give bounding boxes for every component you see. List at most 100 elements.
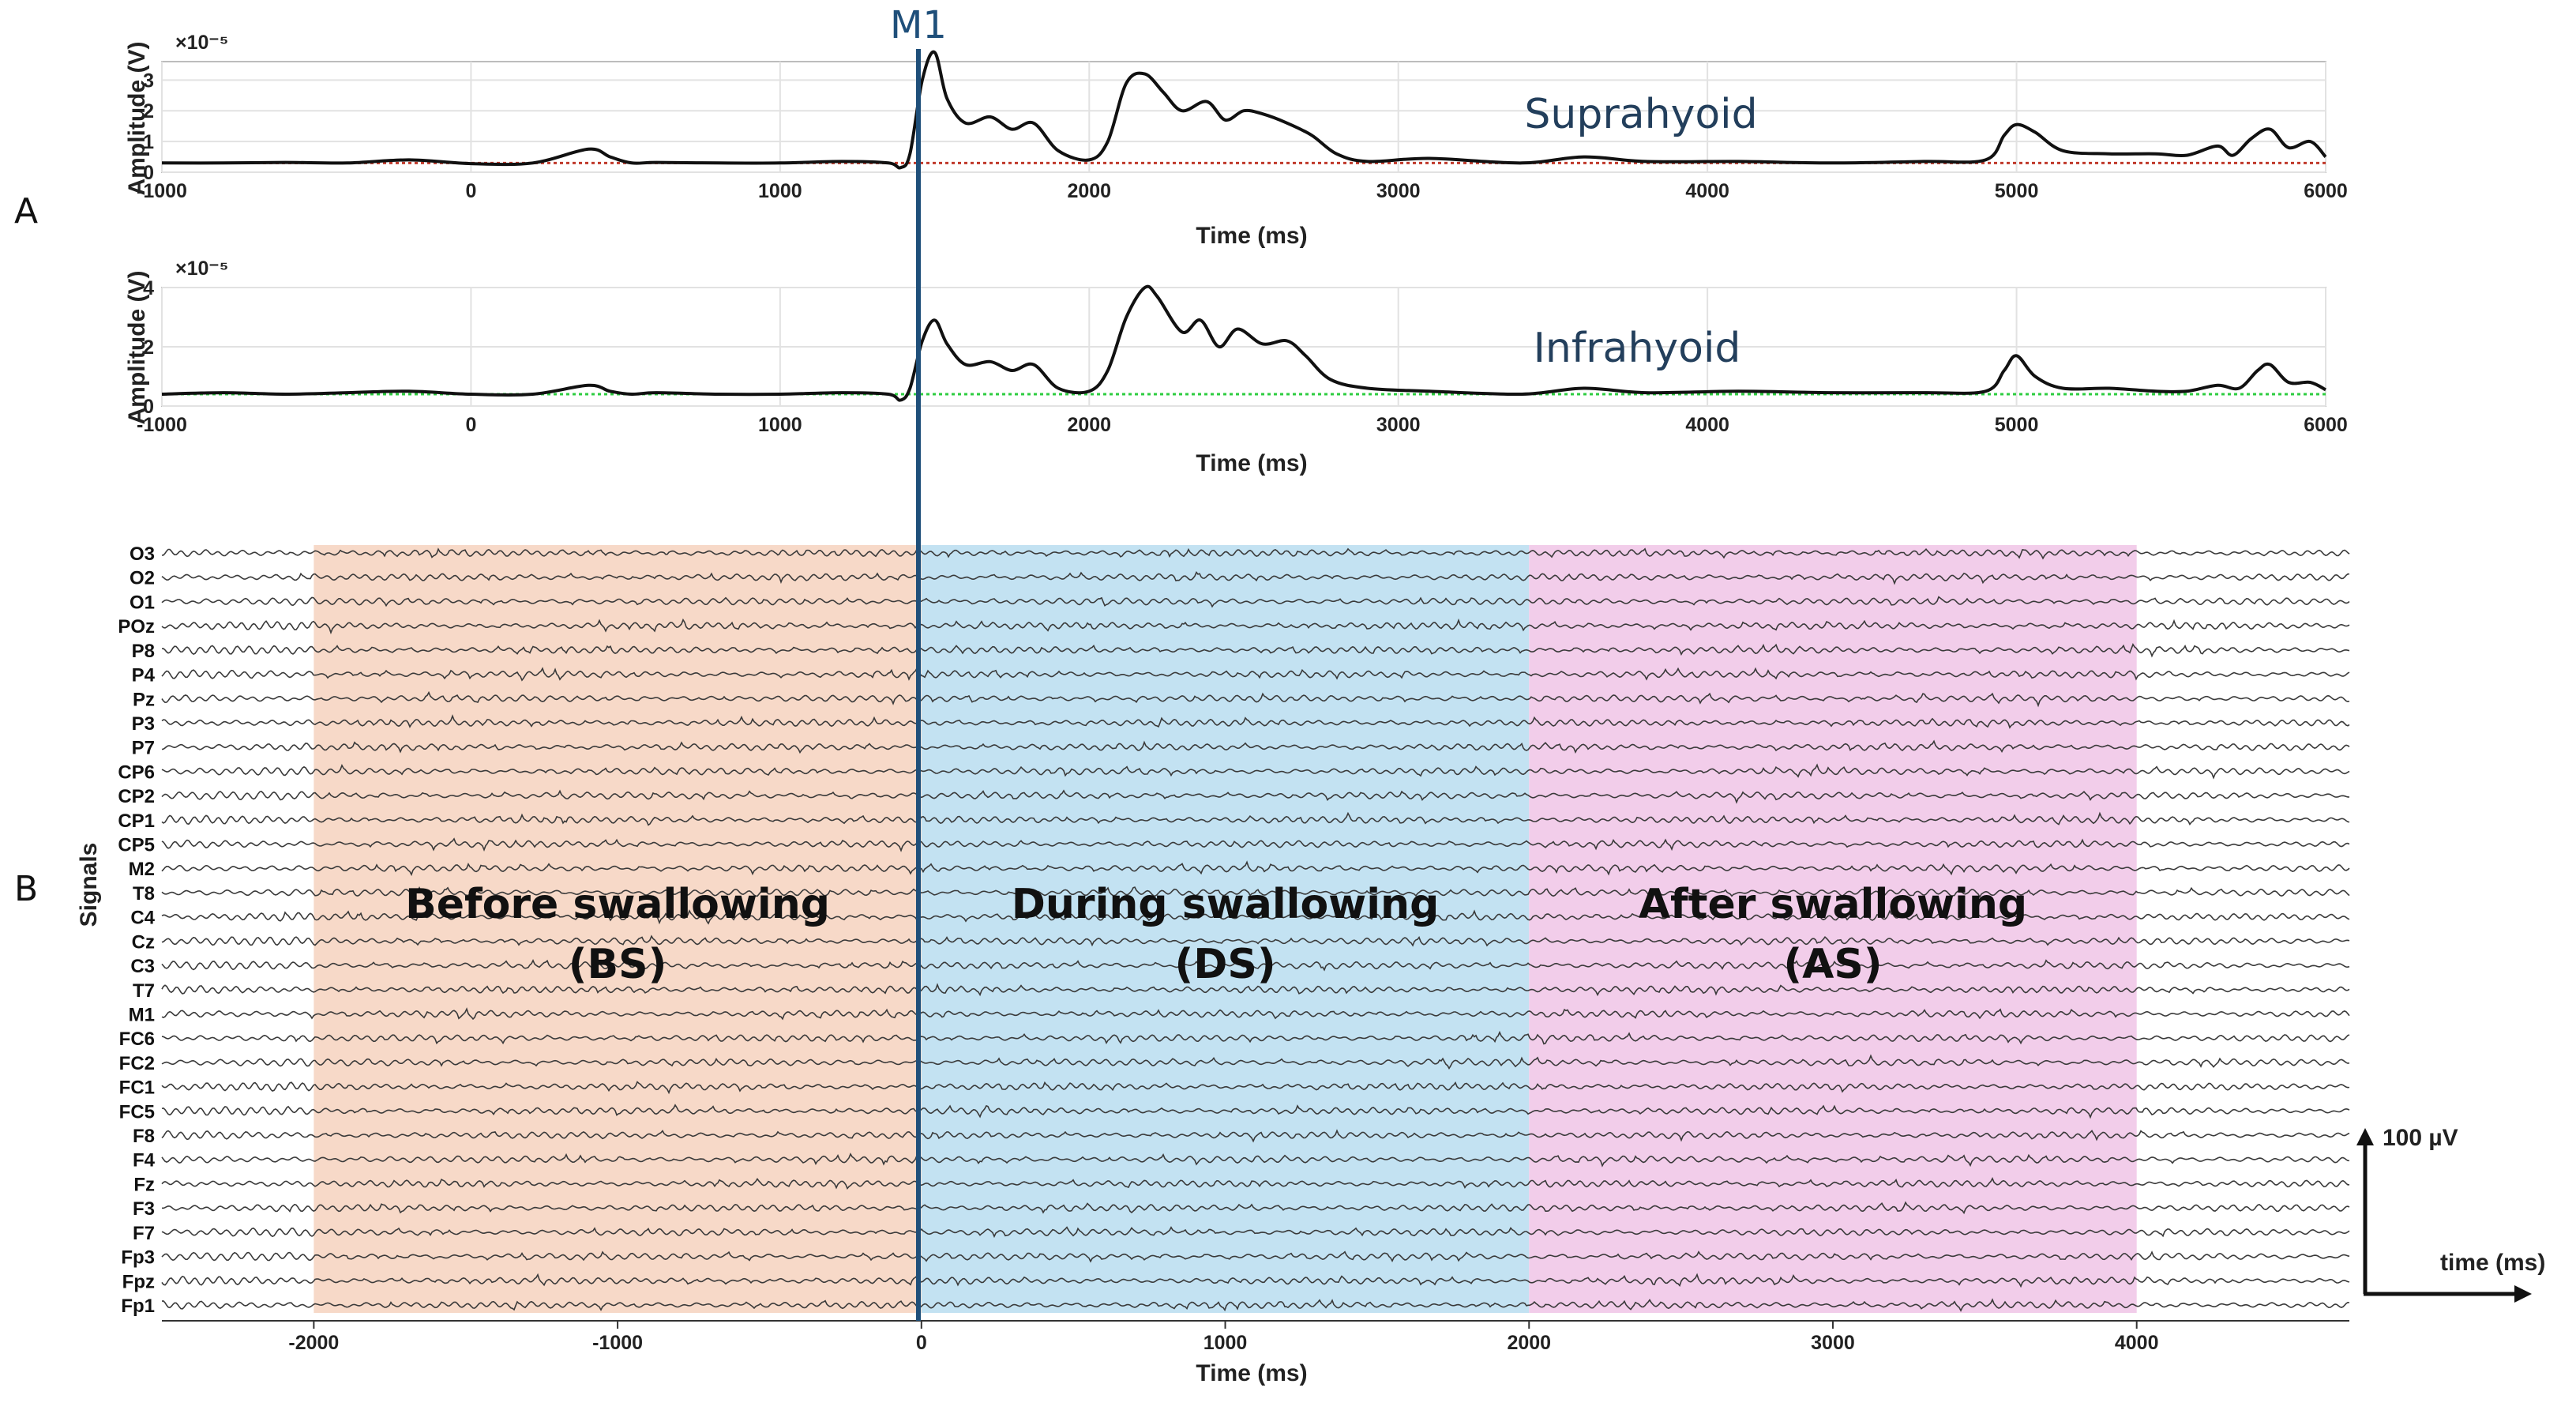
y-tick-label: 3 — [143, 70, 154, 92]
channel-label: Fp3 — [121, 1247, 155, 1269]
channel-label: O1 — [130, 592, 155, 613]
x-tick-label: 3000 — [1376, 414, 1421, 436]
grid — [161, 287, 2326, 407]
eeg-trace — [161, 1273, 2350, 1288]
channel-label: POz — [118, 616, 155, 637]
eeg-trace — [161, 1007, 2350, 1021]
x-tick-label: -2000 — [288, 1332, 339, 1354]
eeg-trace — [161, 763, 2350, 780]
x-tick-label: 2000 — [1067, 180, 1111, 202]
channel-label: C4 — [130, 908, 155, 929]
eeg-traces — [161, 547, 2350, 1312]
eeg-trace — [161, 935, 2350, 947]
y-axis-label: Amplitude (V) — [124, 42, 150, 196]
y-axis-label: Amplitude (V) — [124, 271, 150, 425]
channel-label: Fpz — [122, 1271, 155, 1292]
eeg-trace — [161, 959, 2350, 972]
plot-frame — [161, 61, 2326, 173]
y-axis-label: Signals — [76, 843, 102, 927]
eeg-trace — [161, 1201, 2350, 1215]
x-ticks: -1000 0 1000 2000 3000 4000 5000 6000 — [137, 180, 2348, 202]
phase-region — [921, 545, 1530, 1313]
channel-label: CP2 — [118, 786, 155, 807]
x-ticks: -2000 -1000 0 1000 2000 3000 4000 — [288, 1321, 2159, 1354]
eeg-trace — [161, 1298, 2350, 1312]
eeg-trace — [161, 909, 2350, 925]
eeg-trace — [161, 837, 2350, 852]
caption-strip — [0, 0, 2576, 8]
phase-region — [1529, 545, 2137, 1313]
x-tick-label: 5000 — [1995, 180, 2039, 202]
x-tick-label: -1000 — [137, 414, 187, 436]
eeg-trace — [161, 789, 2349, 804]
eeg-trace — [161, 1177, 2349, 1190]
channel-label: FC2 — [119, 1053, 155, 1074]
x-tick-label: 4000 — [1685, 414, 1729, 436]
y-tick-label: 2 — [143, 337, 154, 359]
channel-label: T7 — [133, 980, 155, 1002]
eeg-trace — [162, 643, 2350, 658]
x-tick-label: -1000 — [137, 180, 187, 202]
channel-label: P7 — [132, 738, 155, 759]
y-tick-label: 4 — [143, 277, 154, 299]
channel-label: FC1 — [119, 1077, 155, 1099]
eeg-trace — [161, 1250, 2350, 1263]
x-axis-label: Time (ms) — [1196, 223, 1307, 249]
y-tick-label: 0 — [143, 162, 154, 184]
channel-label: CP5 — [118, 835, 155, 856]
eeg-trace — [161, 547, 2350, 560]
y-tick-label: 0 — [143, 396, 154, 418]
y-ticks: 0 2 4 — [143, 277, 154, 418]
channel-label: C3 — [130, 956, 155, 977]
eeg-trace — [161, 739, 2350, 754]
muscle-label: Infrahyoid — [1534, 325, 1741, 372]
channel-label: FC5 — [119, 1101, 155, 1123]
eeg-trace — [161, 1153, 2350, 1168]
channel-label: CP1 — [118, 810, 155, 832]
phase-abbr: (AS) — [1783, 941, 1882, 988]
channel-label: T8 — [133, 883, 155, 904]
eeg-trace — [161, 983, 2350, 997]
channel-label: FC6 — [119, 1029, 155, 1050]
x-tick-label: 4000 — [1685, 180, 1729, 202]
y-exponent: ×10⁻⁵ — [175, 32, 228, 54]
channel-label: O2 — [130, 568, 155, 589]
phase-name: Before swallowing — [405, 881, 830, 928]
eeg-trace — [161, 860, 2350, 877]
eeg-trace — [161, 667, 2350, 682]
panel-label-b: B — [14, 869, 38, 909]
channel-label: Fz — [133, 1174, 155, 1195]
x-tick-label: 0 — [465, 414, 476, 436]
phase-shading — [314, 545, 2137, 1313]
panel-label-a: A — [14, 191, 38, 231]
channel-label: CP6 — [118, 762, 155, 783]
phase-region — [314, 545, 922, 1313]
eeg-trace — [161, 886, 2350, 899]
eeg-trace — [161, 1104, 2350, 1119]
channel-label: O3 — [130, 543, 155, 565]
channel-label: F8 — [133, 1126, 155, 1147]
y-tick-label: 1 — [143, 131, 154, 153]
x-tick-label: -1000 — [592, 1332, 643, 1354]
y-tick-label: 2 — [143, 100, 154, 122]
x-tick-label: 0 — [916, 1332, 927, 1354]
eeg-trace — [161, 1030, 2350, 1045]
y-exponent: ×10⁻⁵ — [175, 258, 228, 280]
channel-label: Pz — [133, 689, 155, 710]
phase-abbr: (DS) — [1174, 941, 1275, 988]
channel-label: Cz — [132, 931, 155, 953]
x-axis-label: Time (ms) — [1196, 450, 1307, 476]
scale-amplitude-label: 100 µV — [2383, 1125, 2458, 1151]
x-tick-label: 3000 — [1376, 180, 1421, 202]
emg-panel-infrahyoid: 024 -1000 0 1000 2000 3000 4000 5000 6000 Time … — [124, 258, 2348, 476]
infrahyoid-trace — [161, 284, 2326, 402]
eeg-trace — [161, 1081, 2350, 1095]
arrow-right-icon — [2514, 1285, 2532, 1303]
eeg-trace — [161, 811, 2350, 826]
channel-label: F7 — [133, 1223, 155, 1244]
channel-label: P8 — [132, 641, 155, 662]
x-tick-label: 0 — [465, 180, 476, 202]
